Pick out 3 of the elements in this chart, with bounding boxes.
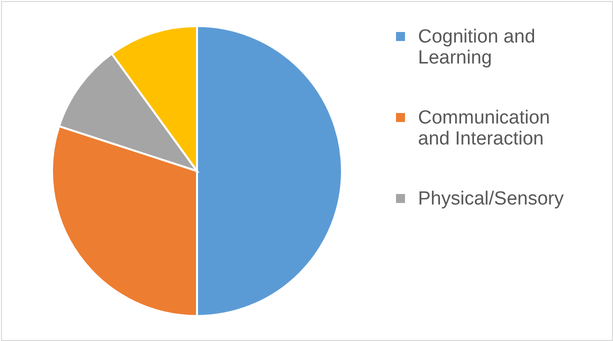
- legend-label: Cognition and Learning: [418, 26, 536, 68]
- legend-label: Physical/Sensory: [418, 188, 564, 210]
- legend-label: Communication and Interaction: [418, 108, 550, 150]
